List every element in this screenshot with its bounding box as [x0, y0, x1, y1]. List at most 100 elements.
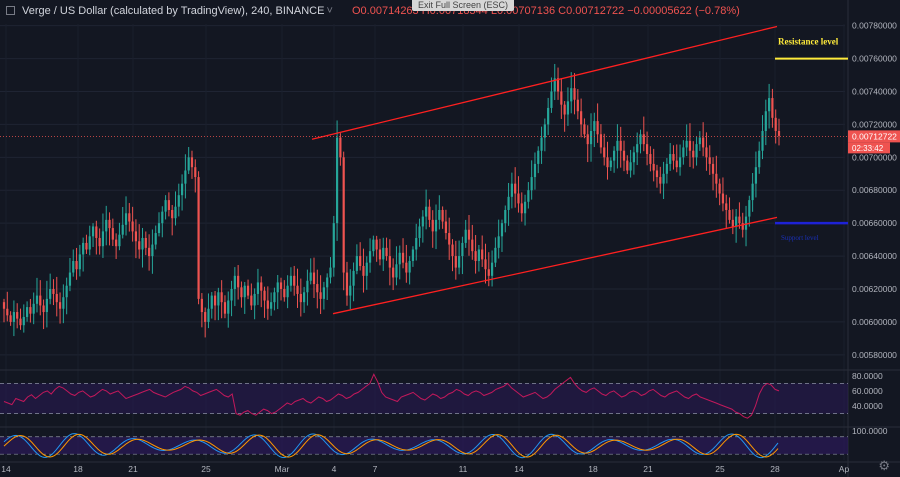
price-tick-label: 0.00780000	[852, 21, 897, 31]
candle-body	[299, 293, 302, 303]
candle-body	[108, 219, 111, 229]
countdown-label: 02:33:42	[852, 144, 884, 153]
candle-body	[286, 285, 289, 298]
candle-body	[715, 173, 718, 184]
candle-body	[616, 140, 619, 151]
last-price-label: 0.00712722	[852, 131, 897, 141]
candle-body	[95, 226, 98, 238]
price-tick-label: 0.00720000	[852, 119, 897, 129]
candle-body	[124, 213, 128, 225]
candle-body	[599, 134, 603, 148]
candle-body	[85, 242, 88, 250]
candle-body	[484, 259, 487, 270]
candle-body	[609, 160, 612, 168]
candle-body	[115, 239, 118, 247]
candle-body	[128, 213, 131, 222]
candle-body	[233, 275, 236, 289]
candle-body	[210, 295, 213, 309]
candle-body	[177, 195, 180, 207]
candle-body	[194, 167, 197, 178]
candle-body	[639, 134, 642, 145]
stoch-k-line	[3, 433, 779, 459]
price-tick-label: 0.00740000	[852, 86, 897, 96]
candle-body	[669, 154, 672, 164]
horizontal-levels[interactable]: Resistance level Support level 0.00712722 0…	[0, 37, 900, 243]
rsi-tick-label: 60.0000	[852, 386, 883, 396]
candle-body	[527, 190, 530, 202]
candle-body	[692, 150, 695, 158]
candle-body	[398, 252, 401, 265]
candle-body	[289, 275, 293, 286]
candle-body	[682, 147, 685, 158]
candle-body	[547, 107, 550, 125]
candle-body	[632, 152, 635, 163]
candle-body	[306, 280, 309, 293]
candle-body	[148, 247, 151, 257]
symbol-title[interactable]: Verge / US Dollar (calculated by Trading…	[22, 0, 333, 22]
candle-body	[223, 302, 227, 314]
candle-body	[748, 200, 751, 217]
candle-body	[266, 300, 269, 309]
candle-body	[777, 130, 781, 136]
candle-body	[276, 282, 279, 293]
candle-body	[425, 206, 428, 217]
candle-body	[312, 272, 316, 285]
candle-body	[200, 298, 203, 313]
time-tick-label: 25	[715, 464, 725, 474]
candle-body	[507, 196, 510, 210]
channel-lower-line	[332, 216, 778, 315]
symbol-label: Verge / US Dollar (calculated by Trading…	[22, 5, 325, 17]
time-tick-label: Ap	[839, 464, 850, 474]
time-tick-label: 7	[373, 464, 378, 474]
candle-body	[566, 101, 570, 115]
gear-icon[interactable]: ⚙	[878, 458, 890, 473]
candle-body	[702, 137, 705, 148]
candle-body	[774, 117, 777, 131]
time-tick-label: 11	[459, 464, 468, 474]
candle-body	[596, 121, 599, 135]
candle-body	[240, 287, 243, 298]
exit-fullscreen-button[interactable]: Exit Full Screen (ESC)	[412, 0, 515, 11]
candle-body	[672, 154, 675, 161]
stoch-tick-label: 100.0000	[852, 426, 888, 436]
candle-body	[180, 183, 184, 196]
candle-body	[494, 247, 497, 263]
candle-body	[256, 282, 260, 294]
candle-body	[309, 272, 312, 281]
candle-body	[471, 239, 474, 252]
candle-body	[118, 234, 121, 247]
candle-body	[164, 200, 167, 212]
candle-body	[576, 99, 579, 112]
candle-body	[213, 295, 217, 306]
price-tick-label: 0.00600000	[852, 317, 897, 327]
candle-body	[708, 157, 711, 164]
candle-body	[573, 88, 576, 100]
candle-body	[405, 262, 408, 273]
candle-body	[378, 249, 382, 260]
candle-body	[78, 254, 81, 270]
candle-body	[388, 256, 391, 268]
candle-body	[721, 193, 725, 204]
ascending-channel[interactable]	[311, 25, 778, 315]
time-tick-label: 14	[1, 464, 11, 474]
candle-body	[523, 201, 527, 214]
candle-body	[296, 285, 299, 294]
candle-body	[134, 231, 138, 242]
candle-body	[217, 292, 220, 306]
candle-body	[161, 211, 164, 224]
candle-body	[204, 312, 207, 322]
candle-body	[553, 78, 556, 92]
candle-body	[731, 219, 734, 227]
time-tick-label: Mar	[275, 464, 290, 474]
candle-body	[458, 256, 461, 268]
candle-body	[29, 307, 32, 314]
candle-body	[319, 292, 322, 299]
layout-icon[interactable]	[6, 6, 15, 15]
chevron-down-icon[interactable]: ˅	[326, 5, 333, 17]
candle-body	[441, 209, 444, 222]
rsi-line	[3, 373, 780, 419]
candle-body	[589, 130, 593, 145]
candle-body	[75, 261, 78, 270]
candle-body	[481, 249, 484, 260]
